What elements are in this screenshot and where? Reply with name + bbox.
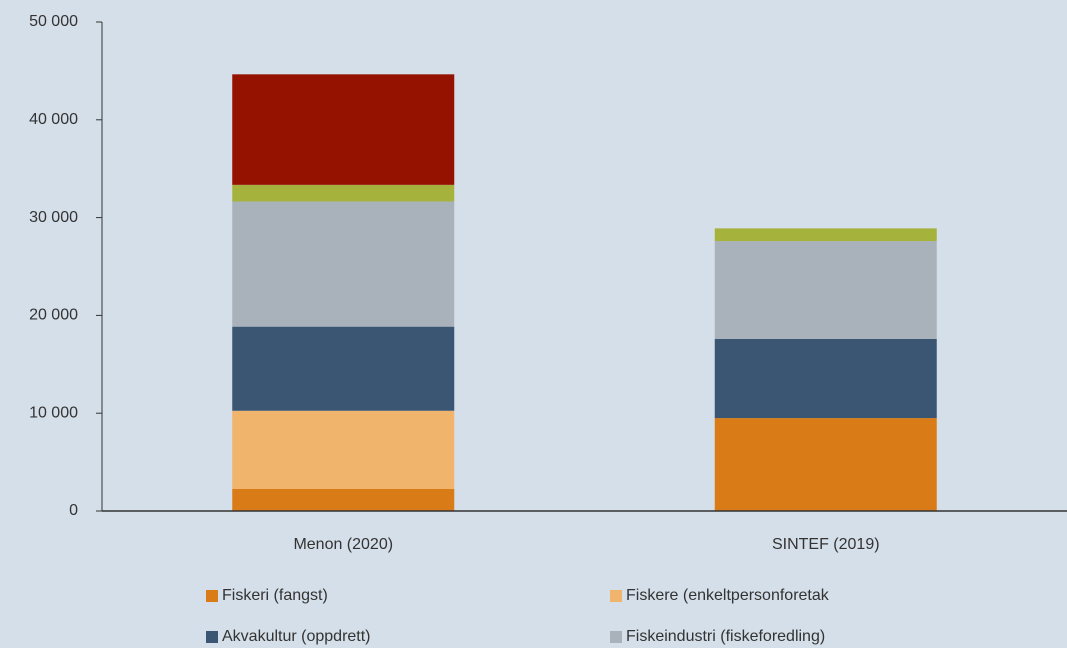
bar-segment bbox=[232, 326, 455, 411]
y-tick-label: 20 000 bbox=[29, 307, 78, 324]
x-tick-label: SINTEF (2019) bbox=[772, 536, 880, 553]
x-tick-label: Menon (2020) bbox=[293, 536, 393, 553]
y-tick-label: 0 bbox=[69, 502, 78, 519]
bar-segment bbox=[232, 201, 455, 327]
legend-swatch bbox=[206, 631, 218, 643]
legend-label: Fiskeindustri (fiskeforedling) bbox=[626, 628, 825, 645]
legend-swatch bbox=[206, 590, 218, 602]
legend-label: Fiskeri (fangst) bbox=[222, 587, 328, 604]
bar-segment bbox=[232, 184, 455, 202]
bar-segment bbox=[714, 228, 937, 242]
bar-segment bbox=[714, 338, 937, 419]
y-tick-label: 50 000 bbox=[29, 13, 78, 30]
bar-segment bbox=[714, 418, 937, 511]
legend-label: Fiskere (enkeltpersonforetak bbox=[626, 587, 830, 604]
y-tick-label: 10 000 bbox=[29, 404, 78, 421]
legend-label: Akvakultur (oppdrett) bbox=[222, 628, 371, 645]
y-tick-label: 30 000 bbox=[29, 209, 78, 226]
y-tick-label: 40 000 bbox=[29, 111, 78, 128]
bar-segment bbox=[714, 241, 937, 339]
bar-segment bbox=[232, 488, 455, 511]
legend-swatch bbox=[610, 590, 622, 602]
legend-swatch bbox=[610, 631, 622, 643]
bar-segment bbox=[232, 410, 455, 489]
bar-segment bbox=[232, 74, 455, 185]
